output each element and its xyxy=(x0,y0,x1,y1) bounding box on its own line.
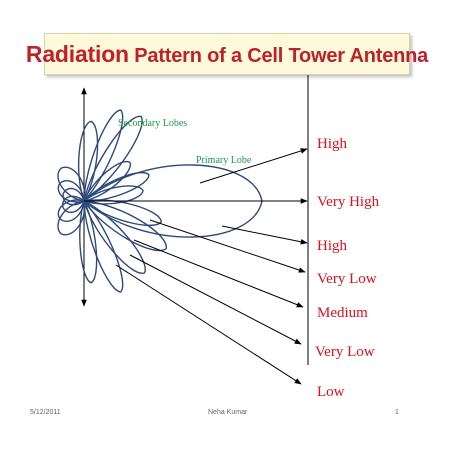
secondary-lobes-label: Secondary Lobes xyxy=(118,118,187,129)
secondary-lobe xyxy=(83,199,124,293)
arrow-low xyxy=(115,264,302,385)
level-label-very-low-1: Very Low xyxy=(317,271,377,287)
level-label-medium: Medium xyxy=(317,305,368,321)
arrow-high-mid xyxy=(221,225,308,245)
arrow-medium xyxy=(133,239,304,308)
secondary-lobe xyxy=(79,199,98,284)
arrow-high-top xyxy=(199,148,308,184)
level-label-high-2: High xyxy=(317,238,348,254)
title-lead: Radiation xyxy=(25,40,129,67)
lobe-group xyxy=(57,109,263,293)
secondary-lobe xyxy=(82,199,146,274)
secondary-lobe xyxy=(82,200,167,252)
secondary-lobe xyxy=(82,185,144,205)
secondary-lobe xyxy=(77,120,99,203)
secondary-lobe xyxy=(83,109,124,203)
footer-page: 1 xyxy=(395,409,399,416)
secondary-lobe xyxy=(82,115,143,203)
secondary-lobe xyxy=(82,160,131,202)
secondary-lobe xyxy=(82,171,150,202)
level-label-very-high: Very High xyxy=(317,194,380,210)
slide-title: Radiation Pattern of a Cell Tower Antenn… xyxy=(26,41,428,68)
level-label-very-low-2: Very Low xyxy=(315,344,375,360)
secondary-lobe xyxy=(57,199,85,223)
secondary-lobe xyxy=(57,200,86,236)
title-rest: Pattern of a Cell Tower Antenna xyxy=(134,44,429,67)
level-label-low: Low xyxy=(317,384,345,400)
secondary-lobe xyxy=(57,166,86,202)
footer-author: Neha Kumar xyxy=(208,409,248,416)
primary-lobe-label: Primary Lobe xyxy=(196,155,252,166)
level-label-high-1: High xyxy=(317,136,348,152)
title-banner: Radiation Pattern of a Cell Tower Antenn… xyxy=(26,33,428,75)
arrow-very-low-1 xyxy=(149,219,306,273)
secondary-lobe xyxy=(62,195,85,214)
arrow-very-low-2 xyxy=(129,254,302,345)
footer-date: 5/12/2011 xyxy=(30,409,61,416)
